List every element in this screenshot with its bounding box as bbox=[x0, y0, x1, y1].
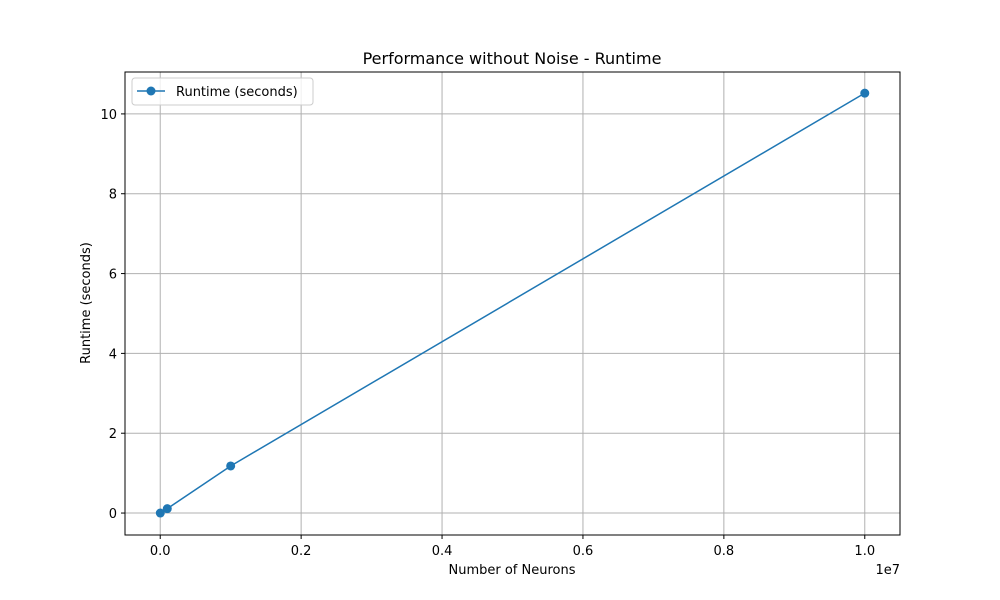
y-tick-label: 2 bbox=[109, 427, 117, 442]
x-tick-label: 0.4 bbox=[432, 544, 453, 559]
chart-title: Performance without Noise - Runtime bbox=[363, 49, 662, 68]
y-tick-label: 6 bbox=[109, 268, 117, 283]
legend-entry-label: Runtime (seconds) bbox=[176, 85, 298, 100]
x-axis-label: Number of Neurons bbox=[448, 563, 575, 578]
x-tick-label: 0.0 bbox=[150, 544, 171, 559]
grid-lines bbox=[125, 72, 900, 535]
y-tick-label: 10 bbox=[100, 108, 117, 123]
legend-frame bbox=[131, 77, 314, 106]
data-point bbox=[860, 88, 870, 98]
y-tick-label: 4 bbox=[109, 347, 117, 362]
plot-area-frame bbox=[124, 71, 901, 536]
x-tick-label: 0.6 bbox=[573, 544, 594, 559]
legend-marker-swatch bbox=[146, 86, 156, 96]
axis-ticks: 0.0 0.2 0.4 0.6 0.8 1.0 0 2 4 6 8 10 bbox=[100, 108, 875, 559]
legend: Runtime (seconds) bbox=[131, 77, 314, 106]
data-point bbox=[226, 461, 236, 471]
data-point bbox=[155, 508, 165, 518]
y-axis-label: Runtime (seconds) bbox=[79, 242, 94, 364]
y-tick-label: 0 bbox=[109, 507, 117, 522]
x-tick-label: 0.2 bbox=[291, 544, 312, 559]
series-line bbox=[159, 92, 866, 514]
data-point bbox=[162, 504, 172, 514]
series-layer bbox=[155, 88, 870, 518]
x-tick-label: 1.0 bbox=[854, 544, 875, 559]
y-tick-label: 8 bbox=[109, 188, 117, 203]
x-axis-offset-label: 1e7 bbox=[875, 563, 900, 578]
x-tick-label: 0.8 bbox=[714, 544, 735, 559]
